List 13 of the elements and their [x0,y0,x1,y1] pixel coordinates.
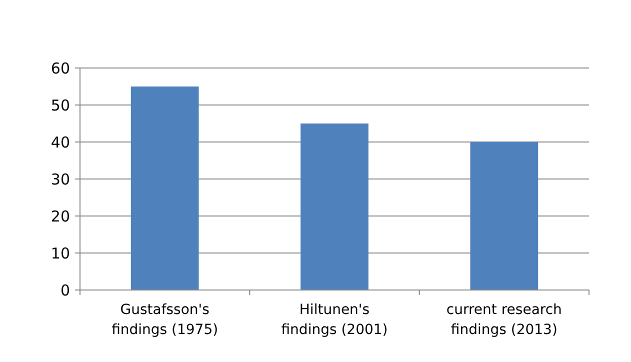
x-tick-label: Hiltunen's findings (2001) [281,302,388,338]
bar [130,86,199,290]
y-tick-label: 50 [50,96,70,114]
x-tick-label: Gustafsson's findings (1975) [112,302,218,338]
bar [470,142,538,290]
y-tick-label: 0 [60,281,70,300]
bar [300,124,368,290]
y-tick-label: 60 [50,59,70,78]
y-tick-label: 30 [50,170,70,188]
y-tick-label: 10 [50,244,70,262]
y-tick-label: 40 [50,133,70,152]
x-tick-label: current research findings (2013) [446,302,562,338]
y-tick-label: 20 [50,207,70,226]
